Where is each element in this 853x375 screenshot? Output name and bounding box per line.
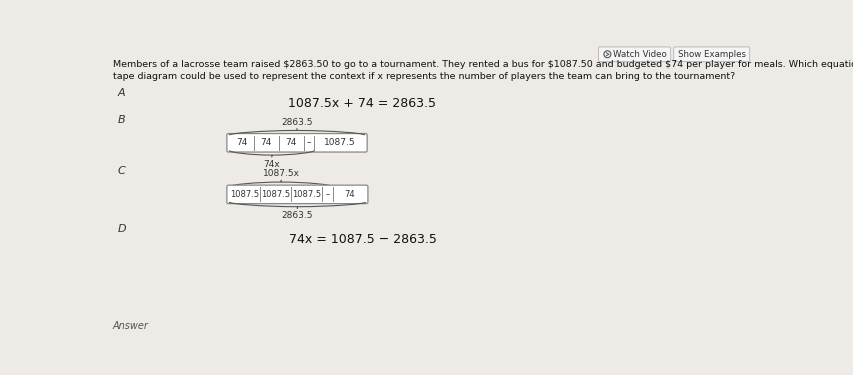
Text: C: C: [118, 166, 125, 176]
Text: 74x: 74x: [263, 160, 280, 169]
Text: 1087.5x: 1087.5x: [263, 169, 299, 178]
Text: 1087.5: 1087.5: [323, 138, 355, 147]
Text: 74x = 1087.5 − 2863.5: 74x = 1087.5 − 2863.5: [288, 233, 436, 246]
Text: D: D: [118, 224, 126, 234]
FancyBboxPatch shape: [227, 185, 368, 204]
Text: A: A: [118, 88, 125, 98]
Text: 74: 74: [260, 138, 272, 147]
FancyBboxPatch shape: [227, 134, 367, 152]
Text: 74: 74: [235, 138, 247, 147]
Text: 1087.5: 1087.5: [229, 190, 259, 199]
Text: 1087.5x + 74 = 2863.5: 1087.5x + 74 = 2863.5: [288, 98, 436, 110]
Text: 2863.5: 2863.5: [281, 118, 312, 127]
Text: 74: 74: [344, 190, 354, 199]
Text: 1087.5: 1087.5: [261, 190, 290, 199]
Text: 74: 74: [285, 138, 297, 147]
Text: Answer: Answer: [113, 321, 148, 331]
Text: 1087.5: 1087.5: [292, 190, 321, 199]
FancyBboxPatch shape: [598, 47, 670, 62]
FancyBboxPatch shape: [673, 47, 749, 62]
Text: Show Examples: Show Examples: [676, 50, 745, 59]
Text: 2863.5: 2863.5: [281, 211, 313, 220]
Text: B: B: [118, 115, 125, 125]
Text: Members of a lacrosse team raised $2863.50 to go to a tournament. They rented a : Members of a lacrosse team raised $2863.…: [113, 60, 853, 81]
Text: –: –: [306, 138, 310, 147]
Text: –: –: [325, 190, 329, 199]
Text: Watch Video: Watch Video: [612, 50, 666, 59]
